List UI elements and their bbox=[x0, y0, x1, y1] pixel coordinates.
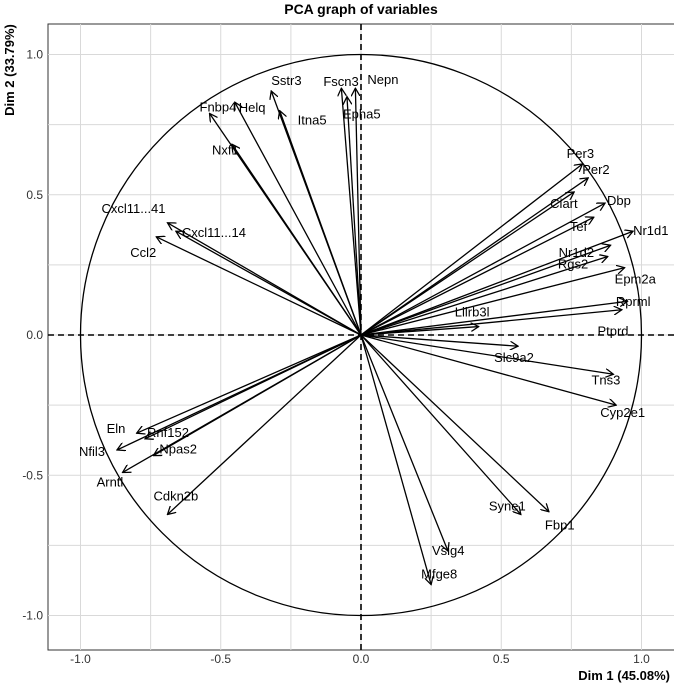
x-axis-title: Dim 1 (45.08%) bbox=[578, 668, 670, 683]
arrow-nfil3 bbox=[117, 334, 362, 450]
x-tick-label: 0.0 bbox=[353, 652, 370, 666]
label-npas2: Npas2 bbox=[159, 442, 197, 457]
label-slc9a2: Slc9a2 bbox=[494, 350, 534, 365]
label-per2: Per2 bbox=[582, 162, 609, 177]
label-nr1d1: Nr1d1 bbox=[633, 223, 668, 238]
unit-circle bbox=[79, 53, 643, 617]
label-rprml: Rprml bbox=[616, 294, 651, 309]
label-ciart: Ciart bbox=[550, 196, 578, 211]
arrow-itna5 bbox=[280, 111, 362, 336]
label-vsig4: Vsig4 bbox=[432, 543, 465, 558]
label-rnf152: Rnf152 bbox=[147, 425, 189, 440]
label-helq: Helq bbox=[239, 100, 266, 115]
y-tick-label: 0.0 bbox=[26, 328, 43, 342]
arrow-nxf1 bbox=[232, 144, 362, 336]
arrow-rprml bbox=[360, 310, 622, 336]
x-tick-label: 0.5 bbox=[493, 652, 510, 666]
label-mfge8: Mfge8 bbox=[421, 567, 457, 582]
arrow-helq bbox=[235, 102, 362, 336]
tick-labels: -1.0 -0.5 0.0 0.5 1.0 -1.0 -0.5 0.0 0.5 1.0 bbox=[22, 48, 650, 667]
label-nr1d2: Nr1d2 bbox=[559, 245, 594, 260]
label-sstr3: Sstr3 bbox=[271, 73, 301, 88]
label-cdkn2b: Cdkn2b bbox=[153, 489, 198, 504]
x-tick-label: -0.5 bbox=[210, 652, 231, 666]
label-syne1: Syne1 bbox=[489, 499, 526, 514]
label-cxcl11-41: Cxcl11...41 bbox=[101, 201, 165, 216]
arrow-cxcl11-14 bbox=[176, 231, 362, 336]
label-lilrb3l: Lilrb3l bbox=[455, 305, 490, 320]
label-tns3: Tns3 bbox=[591, 372, 620, 387]
label-epm2a: Epm2a bbox=[615, 272, 657, 287]
label-itna5: Itna5 bbox=[298, 113, 327, 128]
correlation-circle bbox=[79, 53, 643, 617]
label-fscn3: Fscn3 bbox=[323, 74, 358, 89]
arrow-ciart bbox=[360, 192, 574, 336]
arrow-cyp2e1 bbox=[360, 334, 616, 405]
arrow-rgs2 bbox=[360, 256, 608, 336]
arrow-dbp bbox=[360, 203, 605, 336]
arrow-tef bbox=[360, 217, 594, 336]
y-tick-label: 1.0 bbox=[26, 48, 43, 62]
arrow-epm2a bbox=[360, 268, 625, 336]
variable-labels: Sstr3 Fscn3 Nepn Epha5 Fnbp4 Helq Itna5 Nxf1 Cxc… bbox=[79, 72, 669, 581]
arrow-slc9a2 bbox=[360, 334, 518, 346]
arrow-fscn3 bbox=[341, 88, 362, 336]
label-eln: Eln bbox=[107, 421, 126, 436]
label-tef: Tef bbox=[570, 219, 588, 234]
arrow-ptprd bbox=[360, 301, 627, 336]
label-ccl2: Ccl2 bbox=[130, 245, 156, 260]
label-per3: Per3 bbox=[567, 146, 594, 161]
label-dbp: Dbp bbox=[607, 193, 631, 208]
arrow-tns3 bbox=[360, 334, 613, 374]
arrow-nr1d1 bbox=[360, 231, 633, 336]
arrow-ccl2 bbox=[156, 237, 362, 336]
label-arntl: Arntl bbox=[97, 474, 124, 489]
label-cxcl11-14: Cxcl11...14 bbox=[182, 225, 246, 240]
arrow-nepn bbox=[355, 88, 362, 336]
arrow-vsig4 bbox=[360, 334, 448, 551]
y-tick-label: -1.0 bbox=[22, 609, 43, 623]
x-tick-label: -1.0 bbox=[70, 652, 91, 666]
label-nepn: Nepn bbox=[367, 72, 398, 87]
arrow-arntl bbox=[123, 334, 362, 472]
y-tick-label: 0.5 bbox=[26, 188, 43, 202]
x-tick-label: 1.0 bbox=[633, 652, 650, 666]
y-axis-title: Dim 2 (33.79%) bbox=[2, 24, 17, 116]
label-fbp1: Fbp1 bbox=[545, 518, 575, 533]
arrow-syne1 bbox=[360, 334, 521, 515]
label-nfil3: Nfil3 bbox=[79, 444, 105, 459]
label-fnbp4: Fnbp4 bbox=[200, 99, 237, 114]
arrow-fbp1 bbox=[360, 334, 549, 512]
label-epha5: Epha5 bbox=[343, 107, 381, 122]
arrow-epha5 bbox=[347, 97, 362, 336]
variable-arrows bbox=[117, 88, 633, 584]
label-ptprd: Ptprd bbox=[597, 323, 628, 338]
arrow-mfge8 bbox=[360, 334, 431, 585]
y-tick-label: -0.5 bbox=[22, 468, 43, 482]
label-nxf1: Nxf1 bbox=[212, 142, 239, 157]
arrow-cdkn2b bbox=[167, 334, 362, 515]
arrow-eln bbox=[137, 334, 362, 433]
label-cyp2e1: Cyp2e1 bbox=[600, 405, 645, 420]
arrow-nr1d2 bbox=[360, 245, 611, 336]
arrow-per3 bbox=[360, 164, 583, 336]
chart-title: PCA graph of variables bbox=[284, 1, 438, 17]
label-rgs2: Rgs2 bbox=[558, 256, 588, 271]
